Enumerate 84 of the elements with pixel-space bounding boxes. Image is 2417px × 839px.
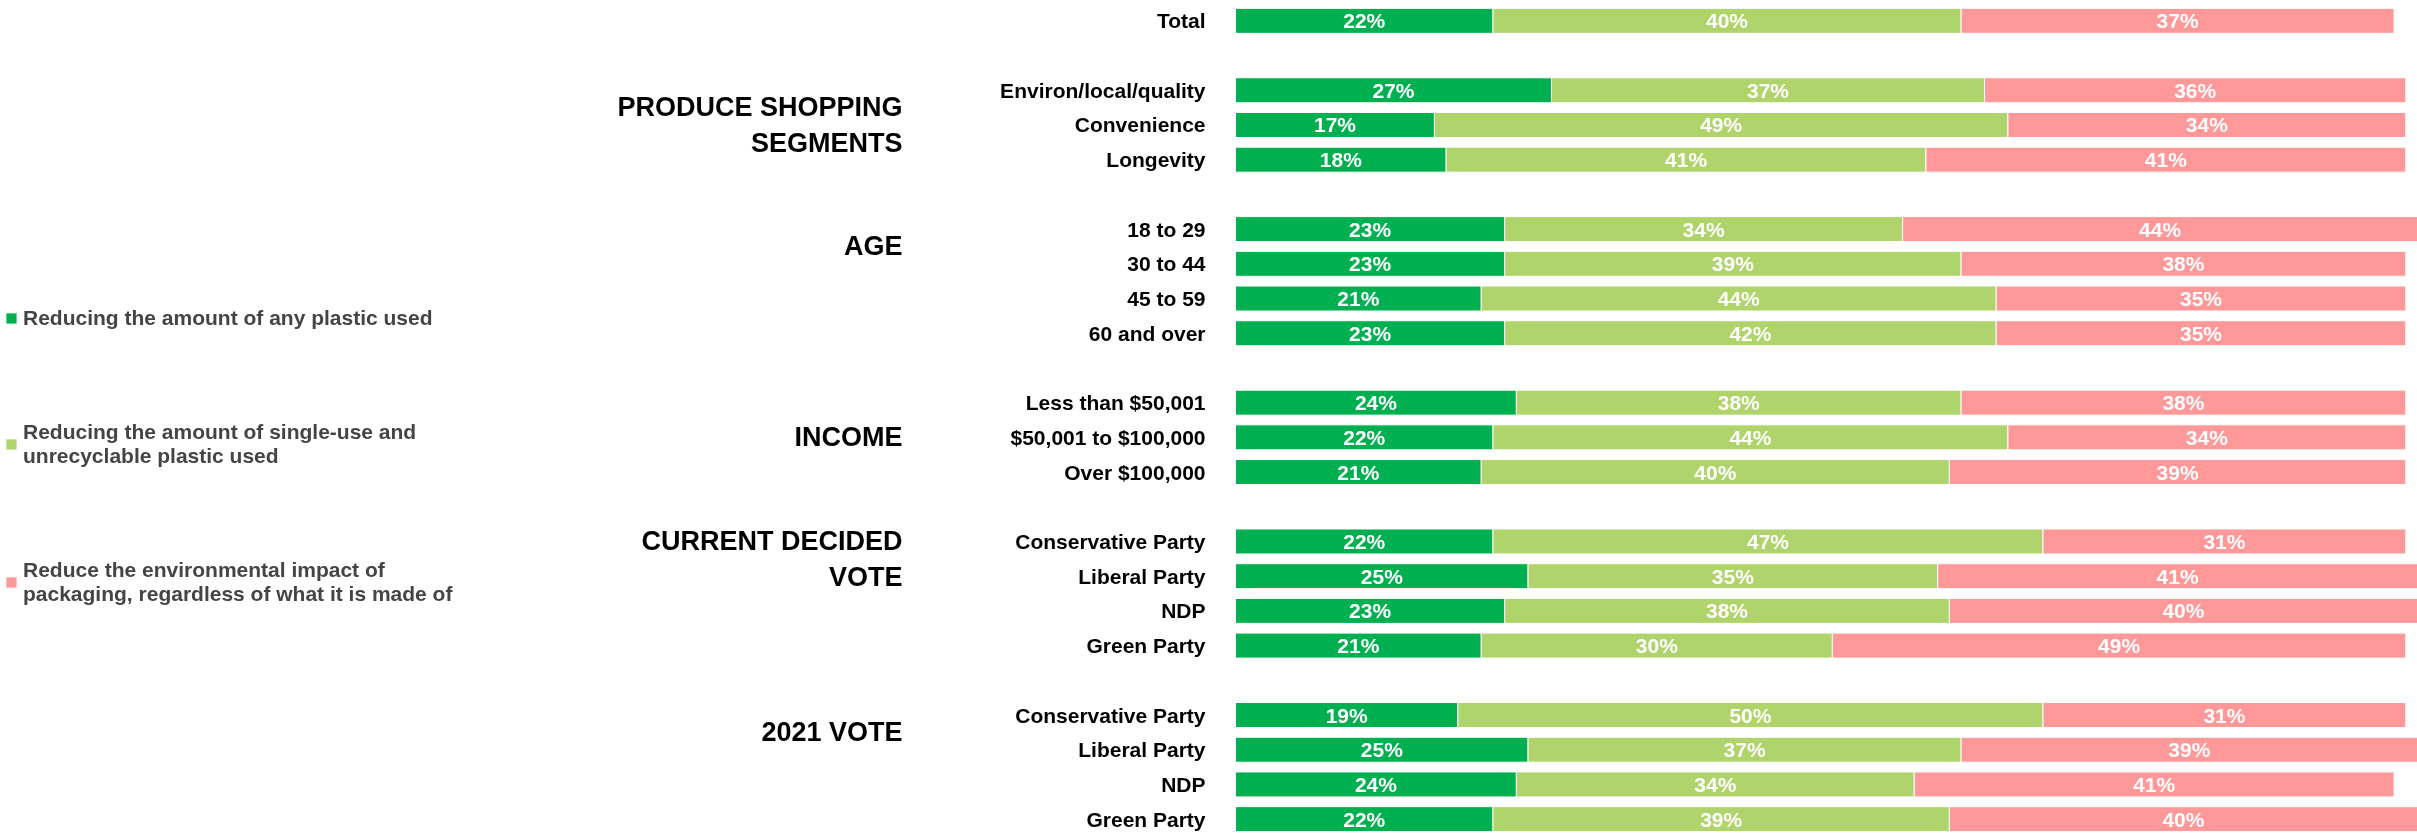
data-label: 38% — [2162, 391, 2205, 415]
data-label: 23% — [1349, 252, 1392, 276]
data-label: 25% — [1360, 564, 1404, 588]
y-tick-label: Green Party — [1086, 807, 1206, 831]
data-label: 39% — [1711, 252, 1755, 276]
data-label: 36% — [2174, 78, 2217, 102]
y-tick-label: Liberal Party — [1078, 564, 1206, 588]
data-label: 34% — [1694, 772, 1737, 796]
data-label: 49% — [2098, 634, 2141, 658]
data-label: 38% — [1717, 391, 1761, 415]
y-tick-label: NDP — [1161, 772, 1206, 796]
text: CURRENT DECIDED VOTE — [641, 525, 903, 592]
data-label: 42% — [1729, 321, 1772, 345]
y-tick-label: Conservative Party — [1015, 529, 1206, 553]
text: AGE — [843, 231, 903, 262]
y-tick-label: Longevity — [1106, 148, 1206, 172]
y-tick-label: 30 to 44 — [1127, 252, 1206, 276]
data-label: 44% — [2139, 217, 2182, 241]
text: PRODUCE SHOPPING SEGMENTS — [617, 91, 903, 158]
y-tick-label: 18 to 29 — [1127, 217, 1206, 241]
y-tick-label: $50,001 to $100,000 — [1010, 425, 1206, 449]
data-label: 23% — [1349, 217, 1392, 241]
data-label: 24% — [1354, 772, 1398, 796]
data-label: 23% — [1349, 599, 1392, 623]
data-label: 41% — [1665, 148, 1708, 172]
data-label: 39% — [1700, 807, 1743, 831]
data-label: 35% — [2179, 287, 2223, 311]
data-label: 40% — [2162, 807, 2205, 831]
data-label: 47% — [1746, 529, 1790, 553]
data-label: 21% — [1337, 287, 1380, 311]
data-label: 38% — [2162, 252, 2205, 276]
data-label: 25% — [1360, 738, 1404, 762]
data-label: 40% — [1694, 460, 1737, 484]
data-label: 19% — [1325, 703, 1369, 727]
data-label: 35% — [2179, 321, 2223, 345]
data-label: 31% — [2203, 529, 2246, 553]
data-label: 34% — [2185, 425, 2229, 449]
data-label: 37% — [1723, 738, 1766, 762]
data-label: 44% — [1729, 425, 1772, 449]
y-tick-label: Less than $50,001 — [1025, 391, 1206, 415]
data-label: 22% — [1343, 807, 1386, 831]
y-tick-label: 45 to 59 — [1127, 287, 1206, 311]
data-label: 21% — [1337, 634, 1380, 658]
data-label: 18% — [1319, 148, 1363, 172]
legend-label: Reducing the amount of any plastic used — [23, 306, 433, 330]
data-label: 35% — [1711, 564, 1755, 588]
y-tick-label: Environ/local/quality — [1000, 78, 1206, 102]
data-label: 34% — [1682, 217, 1725, 241]
y-tick-label: Total — [1156, 9, 1206, 33]
data-label: 41% — [2133, 772, 2176, 796]
data-label: 49% — [1700, 113, 1743, 137]
data-label: 17% — [1313, 113, 1357, 137]
y-tick-label: NDP — [1161, 599, 1206, 623]
data-label: 24% — [1354, 391, 1398, 415]
data-label: 40% — [1706, 9, 1749, 33]
data-label: 31% — [2203, 703, 2246, 727]
data-label: 44% — [1717, 287, 1761, 311]
y-tick-label: Conservative Party — [1015, 703, 1206, 727]
data-label: 50% — [1729, 703, 1772, 727]
data-label: 23% — [1349, 321, 1392, 345]
data-label: 34% — [2185, 113, 2229, 137]
data-label: 22% — [1343, 529, 1386, 553]
data-label: 39% — [2168, 738, 2211, 762]
data-label: 38% — [1706, 599, 1749, 623]
y-tick-label: Convenience — [1074, 113, 1206, 137]
y-tick-label: 60 and over — [1088, 321, 1206, 345]
y-tick-label: Liberal Party — [1078, 738, 1206, 762]
legend-label: Reduce the environmental impact of packaging, regardless of what it is made of — [23, 558, 453, 606]
data-label: 30% — [1635, 634, 1679, 658]
data-label: 40% — [2162, 599, 2205, 623]
y-tick-label: Over $100,000 — [1064, 460, 1206, 484]
data-label: 41% — [2156, 564, 2199, 588]
data-label: 37% — [1746, 78, 1790, 102]
y-tick-label: Green Party — [1086, 634, 1206, 658]
data-label: 37% — [2156, 9, 2199, 33]
data-label: 22% — [1343, 9, 1386, 33]
data-label: 41% — [2144, 148, 2188, 172]
text: 2021 VOTE — [761, 717, 903, 748]
data-label: 22% — [1343, 425, 1386, 449]
data-label: 21% — [1337, 460, 1380, 484]
legend-label: Reducing the amount of single-use and unrecyclable plastic used — [23, 420, 417, 468]
text: INCOME — [794, 422, 903, 453]
data-label: 27% — [1372, 78, 1415, 102]
data-label: 39% — [2156, 460, 2199, 484]
